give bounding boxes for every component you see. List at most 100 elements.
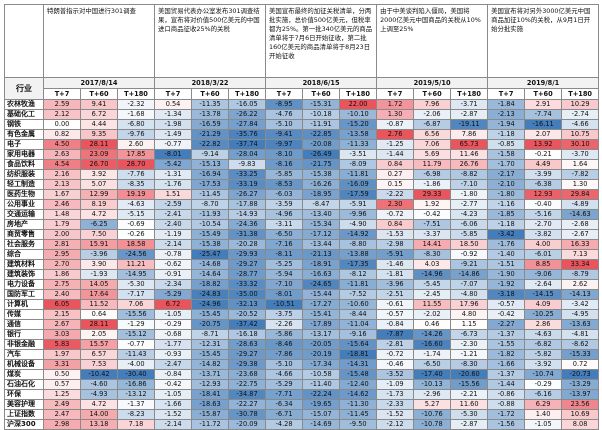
return-cell: -10.42 xyxy=(80,369,118,380)
return-cell: -5.29 xyxy=(154,289,193,300)
return-cell: -22.24 xyxy=(302,389,341,400)
return-cell: -2.06 xyxy=(413,109,452,120)
table-row: 食品饮料 4.54 26.70 28.70 -5.42 -15.13 -9.83 -8.16-… xyxy=(4,159,600,170)
return-cell: -3.51 xyxy=(339,149,378,160)
return-cell: -18.41 xyxy=(191,389,230,400)
return-cell: -1.19 xyxy=(154,229,193,240)
return-cell: -10.54 xyxy=(191,219,230,230)
industry-name: 通信 xyxy=(4,319,44,330)
return-cell: -15.64 xyxy=(339,339,378,350)
event-date: 2019/5/10 xyxy=(376,77,489,89)
return-cell: -1.29 xyxy=(116,319,156,330)
industry-name: 美容护理 xyxy=(4,399,44,410)
return-cell: -2.41 xyxy=(154,209,193,220)
return-cell: -14.95 xyxy=(116,269,156,280)
return-cell: 1.25 xyxy=(43,389,81,400)
return-cell: -1.94 xyxy=(487,119,526,130)
industry-name: 社会服务 xyxy=(4,239,44,250)
window-header: T+7 xyxy=(265,88,304,100)
return-cell: -5.91 xyxy=(376,249,415,260)
return-cell: -17.35 xyxy=(339,259,378,270)
return-cell: -1.25 xyxy=(376,139,415,150)
return-cell: 29.33 xyxy=(413,189,452,200)
return-cell: -10.10 xyxy=(339,109,378,120)
return-cell: -3.82 xyxy=(524,229,563,240)
return-cell: -11.81 xyxy=(339,169,378,180)
return-cell: -2.40 xyxy=(154,219,193,230)
return-cell: -26.49 xyxy=(302,149,341,160)
table-row: 环保 1.25 -4.93 -13.12 -1.05 -18.41 -34.87 -7.71-… xyxy=(4,389,600,400)
return-cell: 4.00 xyxy=(524,239,563,250)
return-cell: 7.13 xyxy=(561,249,600,260)
return-cell: 2.05 xyxy=(80,329,118,340)
return-cell: -8.95 xyxy=(265,99,304,110)
return-cell: -9.97 xyxy=(265,139,304,150)
return-cell: -14.68 xyxy=(191,259,230,270)
table-row: 有色金属 0.82 9.35 -9.76 -1.49 -21.29 -35.76 -9.41-… xyxy=(4,129,600,140)
return-cell: -13.58 xyxy=(339,129,378,140)
window-header: T+60 xyxy=(302,88,341,100)
return-cell: -2.17 xyxy=(487,169,526,180)
return-cell: 30.10 xyxy=(561,139,600,150)
return-cell: -1.98 xyxy=(154,119,193,130)
return-cell: -7.51 xyxy=(413,219,452,230)
return-cell: -5.82 xyxy=(524,349,563,360)
return-cell: -34.87 xyxy=(228,389,267,400)
return-cell: -7.52 xyxy=(339,289,378,300)
return-cell: 10.29 xyxy=(561,99,600,110)
return-cell: -8.82 xyxy=(450,169,489,180)
return-cell: -33.25 xyxy=(228,169,267,180)
return-cell: 33.34 xyxy=(561,259,600,270)
return-cell: -11.30 xyxy=(339,399,378,410)
return-cell: -0.29 xyxy=(154,319,193,330)
return-cell: -10.60 xyxy=(339,299,378,310)
return-cell: -1.93 xyxy=(80,269,118,280)
industry-name: 农林牧渔 xyxy=(4,99,44,110)
return-cell: 7.18 xyxy=(116,419,156,430)
return-cell: -6.25 xyxy=(80,219,118,230)
return-cell: -30.40 xyxy=(116,369,156,380)
return-cell: -2.47 xyxy=(154,359,193,370)
return-cell: -2.27 xyxy=(487,319,526,330)
return-cell: -33.19 xyxy=(228,179,267,190)
return-cell: -15.56 xyxy=(116,309,156,320)
return-cell: -29.27 xyxy=(228,349,267,360)
return-cell: -2.10 xyxy=(487,179,526,190)
return-cell: 17.85 xyxy=(116,149,156,160)
industry-name: 纺织服装 xyxy=(4,169,44,180)
return-cell: 3.90 xyxy=(80,259,118,270)
return-cell: -4.28 xyxy=(265,419,304,430)
return-cell: -4.95 xyxy=(561,309,600,320)
return-cell: -29.93 xyxy=(228,249,267,260)
return-cell: -2.22 xyxy=(376,189,415,200)
return-cell: -0.92 xyxy=(450,249,489,260)
event-date: 2018/3/22 xyxy=(154,77,267,89)
return-cell: 9.35 xyxy=(80,129,118,140)
return-cell: -1.74 xyxy=(413,349,452,360)
return-cell: -11.93 xyxy=(191,209,230,220)
table-row: 农林牧渔 2.59 9.41 -2.32 0.54 -11.35 -16.05 -8.95 -1… xyxy=(4,99,600,110)
return-cell: -2.26 xyxy=(265,319,304,330)
return-cell: -37.74 xyxy=(228,139,267,150)
industry-name: 食品饮料 xyxy=(4,159,44,170)
return-cell: -19.11 xyxy=(450,119,489,130)
return-cell: -10.25 xyxy=(524,309,563,320)
return-cell: 18.50 xyxy=(450,239,489,250)
return-cell: 28.70 xyxy=(116,159,156,170)
return-cell: -1.37 xyxy=(487,369,526,380)
table-row: 交通运输 1.48 4.72 -5.15 -2.41 -11.93 -14.93 -4.96-… xyxy=(4,209,600,220)
return-cell: -33.32 xyxy=(228,279,267,290)
table-row: 电力设备 2.75 14.05 -5.30 -2.34 -18.82 -33.32 -7.10… xyxy=(4,279,600,290)
window-header: T+60 xyxy=(413,88,452,100)
return-cell: -17.59 xyxy=(339,189,378,200)
return-cell: -0.84 xyxy=(154,369,193,380)
return-cell: -1.37 xyxy=(487,329,526,340)
return-cell: -14.82 xyxy=(191,359,230,370)
return-cell: 9.41 xyxy=(80,99,118,110)
industry-name: 传媒 xyxy=(4,309,44,320)
return-cell: -1.37 xyxy=(116,399,156,410)
return-cell: 1.30 xyxy=(561,179,600,190)
return-cell: -6.80 xyxy=(116,119,156,130)
return-cell: 28.11 xyxy=(80,319,118,330)
return-cell: 2.49 xyxy=(43,399,81,410)
